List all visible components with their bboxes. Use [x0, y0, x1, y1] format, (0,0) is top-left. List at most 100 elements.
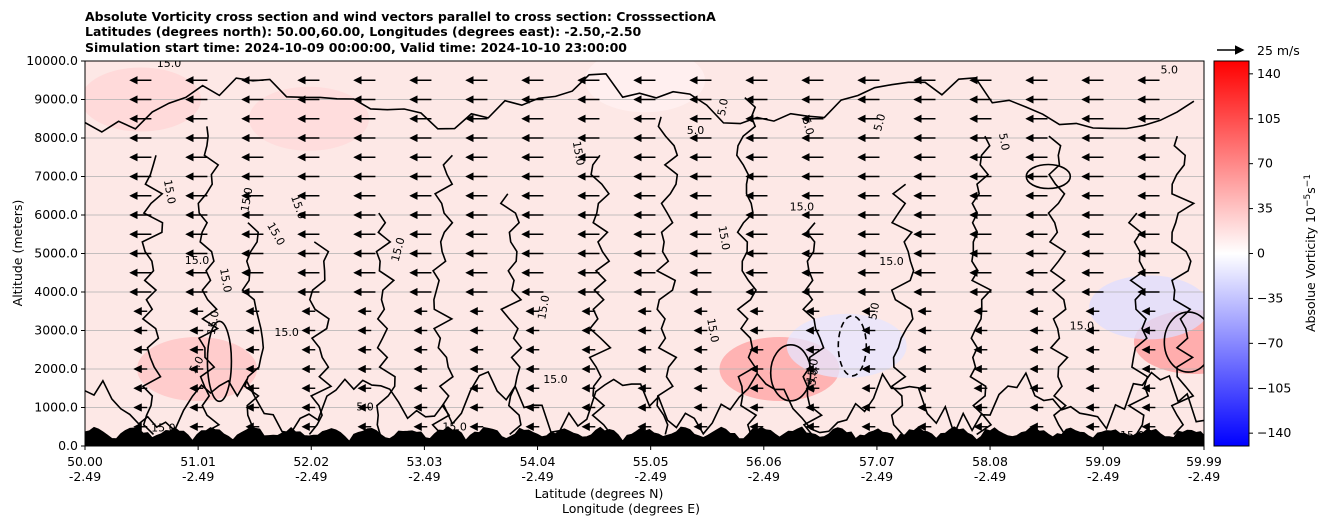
- contour-label: 5.0: [1161, 64, 1179, 77]
- x-tick-label-lon: -2.49: [1188, 469, 1220, 484]
- contour-label: 15.0: [543, 373, 568, 386]
- x-axis-ticks: 50.00-2.4951.01-2.4952.02-2.4953.03-2.49…: [67, 446, 1222, 484]
- closed-contour: [1163, 311, 1204, 373]
- contour-line: [308, 241, 333, 435]
- dense-contour-region: [85, 426, 1204, 446]
- contour-line: [431, 154, 454, 435]
- title-line-3: Simulation start time: 2024-10-09 00:00:…: [85, 40, 627, 55]
- y-tick-label: 0.0: [58, 438, 78, 453]
- vorticity-contours: [85, 72, 1204, 446]
- contour-line: [890, 183, 915, 435]
- colorbar: 140 105 70 35 0 −35 −70 −105 −140 Absolue Vortic…: [1213, 60, 1318, 447]
- colorbar-label: Absolue Vorticity 10−5s−1: [1303, 174, 1318, 332]
- contour-label: 15.0: [151, 422, 176, 435]
- contour-line: [375, 212, 396, 435]
- x-tick-label-lat: 57.07: [859, 454, 895, 469]
- contour-label: 5.0: [871, 112, 888, 132]
- colorbar-tick-label: 0: [1257, 246, 1265, 261]
- x-tick-label-lon: -2.49: [408, 469, 440, 484]
- x-tick-label-lat: 51.01: [180, 454, 216, 469]
- vorticity-blob: [786, 313, 907, 378]
- x-tick-label-lon: -2.49: [861, 469, 893, 484]
- contour-label: 15.0: [157, 57, 182, 70]
- y-tick-label: 6000.0: [34, 207, 78, 222]
- colorbar-ticks: 140 105 70 35 0 −35 −70 −105 −140: [1249, 66, 1291, 440]
- x-tick-label-lon: -2.49: [295, 469, 327, 484]
- contour-label: 15.0: [161, 179, 178, 205]
- colorbar-label-sup: −5: [1303, 194, 1313, 207]
- contour-label: 15.0: [442, 421, 467, 434]
- x-tick-label-lon: -2.49: [748, 469, 780, 484]
- colorbar-label-text: Absolue Vorticity 10: [1303, 207, 1318, 332]
- x-tick-label-lon: -2.49: [69, 469, 101, 484]
- closed-contour: [206, 320, 233, 403]
- contour-line: [1170, 135, 1196, 435]
- contour-label: 5.0: [687, 124, 705, 137]
- x-tick-label-lon: -2.49: [521, 469, 553, 484]
- x-axis-label-latitude: Latitude (degrees N): [535, 486, 664, 501]
- contour-label: 15.0: [715, 225, 732, 251]
- contour-line: [197, 126, 221, 436]
- contour-line: [802, 222, 825, 435]
- contour-label: 15.0: [879, 255, 904, 268]
- x-tick-label-lat: 50.00: [67, 454, 103, 469]
- x-axis-label-longitude: Longitude (degrees E): [562, 501, 700, 516]
- x-tick-label-lat: 56.06: [746, 454, 782, 469]
- y-axis-ticks: 0.0 1000.0 2000.0 3000.0 4000.0 5000.0 6000.0 7…: [26, 53, 85, 453]
- contour-label: 15.0: [185, 254, 210, 267]
- x-tick-label-lon: -2.49: [1087, 469, 1119, 484]
- chart-title: Absolute Vorticity cross section and win…: [85, 9, 716, 55]
- y-tick-label: 9000.0: [34, 92, 78, 107]
- contour-label: 15.0: [389, 236, 408, 263]
- contour-line: [1047, 135, 1069, 435]
- title-line-2: Latitudes (degrees north): 50.00,60.00, …: [85, 24, 642, 39]
- x-tick-label-lat: 58.08: [972, 454, 1008, 469]
- y-tick-label: 4000.0: [34, 284, 78, 299]
- quiver-key-label: 25 m/s: [1257, 43, 1300, 58]
- y-tick-label: 10000.0: [26, 53, 78, 68]
- contour-line: [241, 222, 265, 435]
- contour-label: 15.0: [205, 310, 222, 336]
- y-tick-label: 5000.0: [34, 246, 78, 261]
- colorbar-tick-label: −35: [1257, 290, 1283, 305]
- colorbar-tick-label: 105: [1257, 111, 1281, 126]
- x-tick-label-lat: 52.02: [293, 454, 329, 469]
- quiver-key: 25 m/s: [1217, 43, 1300, 58]
- plot-area: 15.0 5.0 15.0 15.0 15.0 15.0 15.0 15.0 15.0 15.0 1…: [84, 57, 1205, 447]
- wind-vectors: [129, 76, 1160, 431]
- contour-label: 15.0: [704, 317, 721, 343]
- contour-line: [735, 97, 758, 435]
- x-tick-label-lat: 59.99: [1186, 454, 1222, 469]
- y-tick-label: 1000.0: [34, 400, 78, 415]
- colorbar-tick-label: −140: [1257, 425, 1291, 440]
- x-tick-label-lon: -2.49: [974, 469, 1006, 484]
- colorbar-tick-label: −105: [1257, 380, 1291, 395]
- colorbar-gradient: [1213, 60, 1250, 447]
- x-tick-label-lon: -2.49: [182, 469, 214, 484]
- colorbar-tick-label: 70: [1257, 156, 1273, 171]
- x-tick-label-lat: 55.05: [633, 454, 669, 469]
- contour-label: 15.0: [1120, 429, 1145, 442]
- contour-line: [85, 72, 1195, 133]
- colorbar-label-unit: s: [1303, 187, 1318, 194]
- contour-line: [969, 135, 993, 436]
- colorbar-tick-label: 35: [1257, 201, 1273, 216]
- contour-label: 15.0: [217, 267, 234, 293]
- y-axis-label: Altitude (meters): [10, 200, 25, 307]
- y-tick-label: 8000.0: [34, 130, 78, 145]
- x-tick-label-lon: -2.49: [634, 469, 666, 484]
- contour-label: 15.0: [535, 294, 552, 320]
- contour-label: 15.0: [790, 200, 815, 213]
- y-tick-label: 3000.0: [34, 323, 78, 338]
- colorbar-label-unit-sup: −1: [1303, 174, 1313, 187]
- colorbar-tick-label: −70: [1257, 335, 1283, 350]
- y-tick-label: 7000.0: [34, 169, 78, 184]
- contour-line: [655, 116, 679, 435]
- contour-label: 5.0: [996, 132, 1012, 151]
- contour-label: 5.0: [715, 97, 731, 116]
- x-tick-label-lat: 53.03: [406, 454, 442, 469]
- contour-line: [499, 193, 523, 436]
- x-tick-label-lat: 59.09: [1085, 454, 1121, 469]
- colorbar-tick-label: 140: [1257, 66, 1281, 81]
